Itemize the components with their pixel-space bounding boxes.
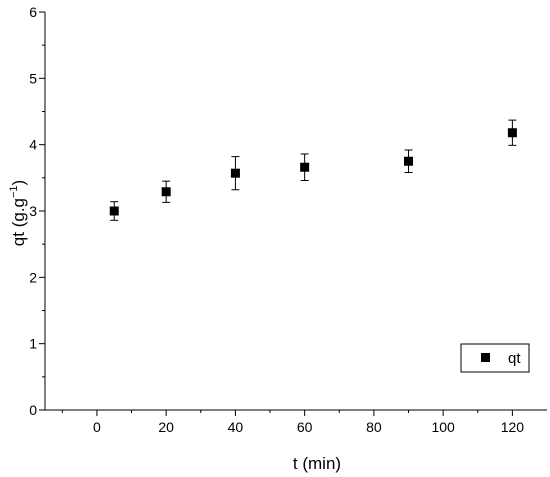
data-point (300, 162, 310, 172)
data-point (404, 156, 414, 166)
x-tick-label: 0 (93, 419, 101, 435)
legend-box (460, 343, 530, 373)
x-tick-label: 20 (158, 419, 174, 435)
x-axis-title: t (min) (293, 454, 341, 473)
error-bars (110, 119, 517, 221)
data-point (109, 206, 119, 216)
data-point (161, 187, 171, 197)
plot-area: 0 20 40 60 80 100 120 0 1 2 3 4 5 6 (29, 4, 547, 435)
x-tick-label: 40 (228, 419, 244, 435)
y-axis-title: qt (g.g−1) (8, 180, 28, 246)
y-tick-label: 0 (29, 402, 37, 418)
legend-label: qt (508, 350, 521, 367)
x-tick-label: 80 (366, 419, 382, 435)
y-tick-label: 5 (29, 70, 37, 86)
x-tick-label: 60 (297, 419, 313, 435)
data-point (507, 128, 517, 138)
x-tick-label: 120 (501, 419, 525, 435)
data-point (230, 168, 240, 178)
y-tick-label: 6 (29, 4, 37, 20)
y-tick-label: 3 (29, 203, 37, 219)
y-tick-label: 2 (29, 269, 37, 285)
ticks: 0 20 40 60 80 100 120 0 1 2 3 4 5 6 (29, 4, 524, 435)
legend: qt (460, 343, 530, 373)
data-markers (109, 128, 517, 216)
legend-marker (481, 353, 490, 362)
y-tick-label: 1 (29, 336, 37, 352)
x-tick-label: 100 (431, 419, 455, 435)
y-tick-label: 4 (29, 137, 37, 153)
